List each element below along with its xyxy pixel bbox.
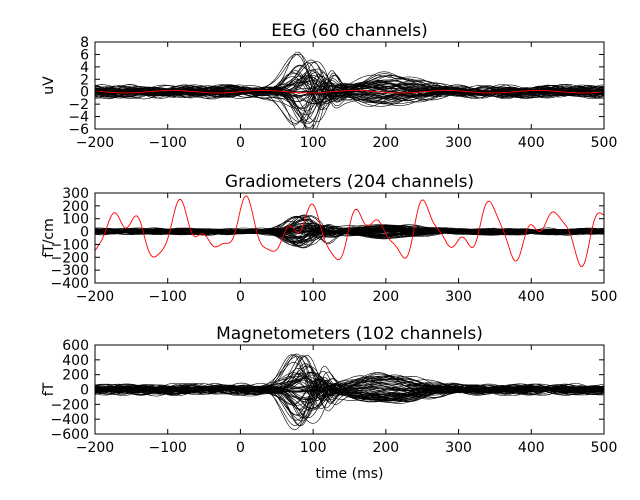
eeg-ytick-label: 0	[80, 85, 89, 101]
grad-axes-frame	[94, 192, 605, 284]
eeg-xtick-label: 0	[236, 135, 245, 151]
grad-channel-trace	[95, 216, 604, 244]
mag-ytick-label: 600	[62, 338, 89, 354]
eeg-channel-trace	[95, 75, 604, 124]
mag-ytick-label: 400	[62, 353, 89, 369]
eeg-axes-frame	[94, 41, 605, 130]
grad-ytick-label: 300	[62, 186, 89, 202]
eeg-ytick-label: 8	[80, 35, 89, 51]
grad-ytick-label: −400	[51, 276, 89, 292]
mag-channel-trace	[95, 377, 604, 404]
grad-xtick-label: 400	[518, 289, 545, 305]
grad-ytick-label: 100	[62, 212, 89, 228]
mag-channel-trace	[95, 354, 604, 407]
grad-ylabel: fT/cm	[41, 218, 57, 258]
eeg-title: EEG (60 channels)	[271, 21, 428, 41]
grad-xtick-label: 200	[372, 289, 399, 305]
eeg-channel-trace	[95, 73, 604, 112]
grad-xtick-label: −200	[76, 289, 114, 305]
eeg-channel-trace	[95, 53, 604, 110]
mag-channel-trace	[95, 374, 604, 397]
eeg-ytick-label: 2	[80, 72, 89, 88]
mag-panel: Magnetometers (102 channels) fT −200 −100…	[41, 324, 617, 482]
grad-ytick-label: −300	[51, 263, 89, 279]
mag-xtick-label: 0	[236, 440, 245, 456]
mag-xtick-label: 500	[591, 440, 618, 456]
mag-ticks: −200 −100 0 100 200 300 400 500−600−400−2000200…	[51, 338, 618, 456]
mag-ytick-label: −600	[51, 427, 89, 443]
eeg-xtick-label: −200	[76, 135, 114, 151]
mag-traces	[95, 353, 604, 430]
eeg-ytick-label: 4	[80, 60, 89, 76]
grad-traces	[95, 195, 604, 268]
mag-axes-frame	[94, 344, 605, 435]
mag-channel-trace	[95, 383, 604, 394]
mag-channel-trace	[95, 370, 604, 427]
mag-ylabel: fT	[41, 382, 57, 396]
mag-xtick-label: −100	[148, 440, 186, 456]
mag-ytick-label: −200	[51, 397, 89, 413]
mag-xtick-label: −200	[76, 440, 114, 456]
eeg-ytick-label: 6	[80, 47, 89, 63]
eeg-ylabel: uV	[41, 76, 57, 95]
mag-ytick-label: 0	[80, 383, 89, 399]
eeg-xtick-label: 200	[372, 135, 399, 151]
mag-xtick-label: 200	[372, 440, 399, 456]
grad-xtick-label: 500	[591, 289, 618, 305]
eeg-xtick-label: 100	[300, 135, 327, 151]
eeg-traces	[95, 51, 604, 129]
mag-xtick-label: 100	[300, 440, 327, 456]
grad-ticks: −200 −100 0 100 200 300 400 500−400−300−200−100…	[51, 186, 618, 305]
mag-xtick-label: 300	[445, 440, 472, 456]
mag-ytick-label: −400	[51, 412, 89, 428]
grad-ytick-label: 0	[80, 225, 89, 241]
eeg-ytick-label: −2	[68, 97, 89, 113]
eeg-channel-trace	[95, 59, 604, 109]
grad-channel-trace	[95, 224, 604, 246]
eeg-channel-trace	[95, 75, 604, 124]
grad-xtick-label: 0	[236, 289, 245, 305]
mag-channel-trace	[95, 354, 604, 410]
mag-title: Magnetometers (102 channels)	[216, 324, 483, 344]
eeg-highlight-trace	[95, 90, 604, 94]
eeg-xtick-label: 400	[518, 135, 545, 151]
eeg-panel: EEG (60 channels) uV −200 −100 0 100 200 300 4…	[41, 21, 617, 151]
mag-ytick-label: 200	[62, 368, 89, 384]
eeg-channel-trace	[95, 51, 604, 110]
grad-highlight-trace	[95, 195, 604, 268]
eeg-channel-trace	[95, 72, 604, 129]
grad-title: Gradiometers (204 channels)	[225, 172, 474, 192]
eeg-channel-trace	[95, 80, 604, 97]
mag-channel-trace	[95, 374, 604, 397]
eeg-channel-trace	[95, 78, 604, 124]
eeg-channel-trace	[95, 75, 604, 103]
eeg-ytick-label: −6	[68, 122, 89, 138]
eeg-xtick-label: 500	[591, 135, 618, 151]
eeg-xtick-label: −100	[148, 135, 186, 151]
grad-panel: Gradiometers (204 channels) fT/cm −200 −1…	[41, 172, 617, 305]
mag-channel-trace	[95, 383, 604, 406]
eeg-xtick-label: 300	[445, 135, 472, 151]
grad-ytick-label: −200	[51, 250, 89, 266]
mag-channel-trace	[95, 378, 604, 410]
eeg-channel-trace	[95, 70, 604, 129]
grad-ytick-label: −100	[51, 237, 89, 253]
grad-ytick-label: 200	[62, 199, 89, 215]
grad-xtick-label: −100	[148, 289, 186, 305]
mag-xtick-label: 400	[518, 440, 545, 456]
grad-xtick-label: 100	[300, 289, 327, 305]
eeg-ytick-label: −4	[68, 110, 89, 126]
grad-xtick-label: 300	[445, 289, 472, 305]
x-axis-label: time (ms)	[316, 466, 384, 482]
